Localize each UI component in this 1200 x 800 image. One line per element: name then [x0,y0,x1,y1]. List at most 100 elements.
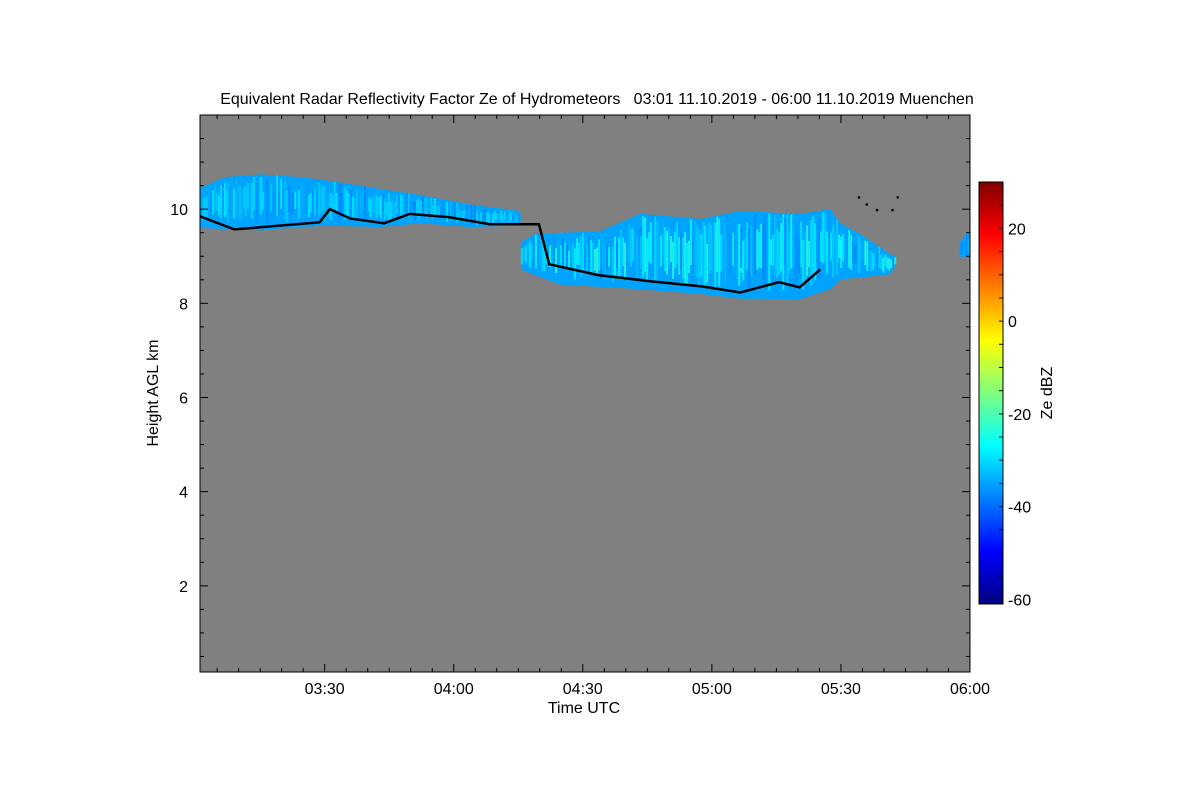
reflectivity-streak [313,188,316,215]
reflectivity-streak [278,192,281,214]
reflectivity-streak [632,228,635,261]
reflectivity-streak [482,213,485,225]
reflectivity-streak [606,244,609,271]
reflectivity-streak [272,191,275,221]
y-tick-label: 10 [170,202,188,219]
reflectivity-streak [393,201,396,218]
reflectivity-streak [844,236,847,263]
reflectivity-streak [890,259,893,268]
reflectivity-streak [686,242,689,286]
reflectivity-streak [872,252,875,269]
reflectivity-streak [680,233,683,270]
reflectivity-streak [496,213,499,220]
reflectivity-streak [391,199,394,216]
reflectivity-streak [443,208,446,216]
reflectivity-streak [590,239,593,275]
reflectivity-streak [754,214,757,277]
reflectivity-streak [264,189,267,210]
reflectivity-streak [284,179,287,220]
reflectivity-streak [286,190,289,223]
reflectivity-streak [535,235,538,267]
reflectivity-streak [453,203,456,220]
reflectivity-streak [259,177,262,215]
reflectivity-streak [560,245,563,267]
reflectivity-streak [834,230,837,263]
reflectivity-streak [329,193,332,221]
reflectivity-streak [237,182,240,220]
reflectivity-streak [280,179,283,210]
reflectivity-streak [562,238,565,265]
reflectivity-streak [274,192,277,218]
reflectivity-streak [241,192,244,221]
reflectivity-streak [778,232,781,275]
reflectivity-streak [602,234,605,271]
reflectivity-streak [309,193,312,213]
reflectivity-streak [588,237,591,276]
reflectivity-streak [216,192,218,211]
reflectivity-streak [618,237,621,280]
reflectivity-streak [965,235,968,255]
reflectivity-streak [405,192,408,213]
reflectivity-streak [307,194,310,218]
reflectivity-streak [752,226,755,286]
reflectivity-streak [786,214,789,285]
reflectivity-streak [848,230,851,268]
cloud-base-polyline [200,207,822,294]
reflectivity-streak [826,231,829,274]
reflectivity-streak [508,209,511,224]
reflectivity-streak [500,210,503,221]
reflectivity-streak [397,196,400,218]
reflectivity-streak [720,234,723,272]
reflectivity-streak [736,225,739,280]
reflectivity-streak [484,209,487,221]
reflectivity-streak [758,232,761,268]
reflectivity-streak [389,201,392,222]
reflectivity-streak [262,191,265,210]
reflectivity-streak [524,246,527,263]
reflectivity-streak [355,188,358,221]
reflectivity-streak [353,198,356,221]
reflectivity-streak [288,185,291,212]
reflectivity-streak [638,228,641,260]
reflectivity-streak [678,237,681,275]
reflectivity-streak [772,234,775,266]
reflectivity-streak [886,257,889,269]
reflectivity-streak [343,186,346,221]
reflectivity-streak [429,197,432,214]
reflectivity-streak [692,236,695,278]
reflectivity-streak [858,236,861,273]
reflectivity-streak [530,244,533,261]
reflectivity-streak [610,228,613,265]
reflectivity-streak [600,233,603,268]
reflectivity-streak [740,227,743,268]
reflectivity-streak [361,187,364,211]
reflectivity-streak [253,177,256,211]
reflectivity-streak [852,242,855,264]
reflectivity-streak [662,220,665,264]
reflectivity-streak [822,212,825,264]
reflectivity-streak [622,237,625,267]
reflectivity-streak [498,212,501,220]
reflectivity-streak [796,233,799,284]
reflectivity-streak [218,195,220,216]
reflectivity-streak [245,185,248,216]
reflectivity-streak [375,195,378,218]
reflectivity-streak [347,193,350,217]
reflectivity-streak [868,252,871,269]
x-tick-label: 03:30 [305,681,345,698]
colorbar-tick-label: 20 [1008,221,1026,238]
reflectivity-streak [818,217,821,281]
y-tick-label: 2 [179,579,188,596]
reflectivity-streak [800,221,803,268]
reflectivity-streak [784,219,787,266]
reflectivity-streak [502,213,505,224]
reflectivity-streak [294,192,297,209]
reflectivity-streak [694,220,697,277]
reflectivity-streak [700,234,703,277]
reflectivity-streak [878,246,881,268]
reflectivity-streak [301,187,304,209]
reflectivity-streak [518,213,521,223]
reflectivity-streak [592,242,595,273]
reflectivity-streak [377,197,380,216]
plot-frame [199,114,971,673]
